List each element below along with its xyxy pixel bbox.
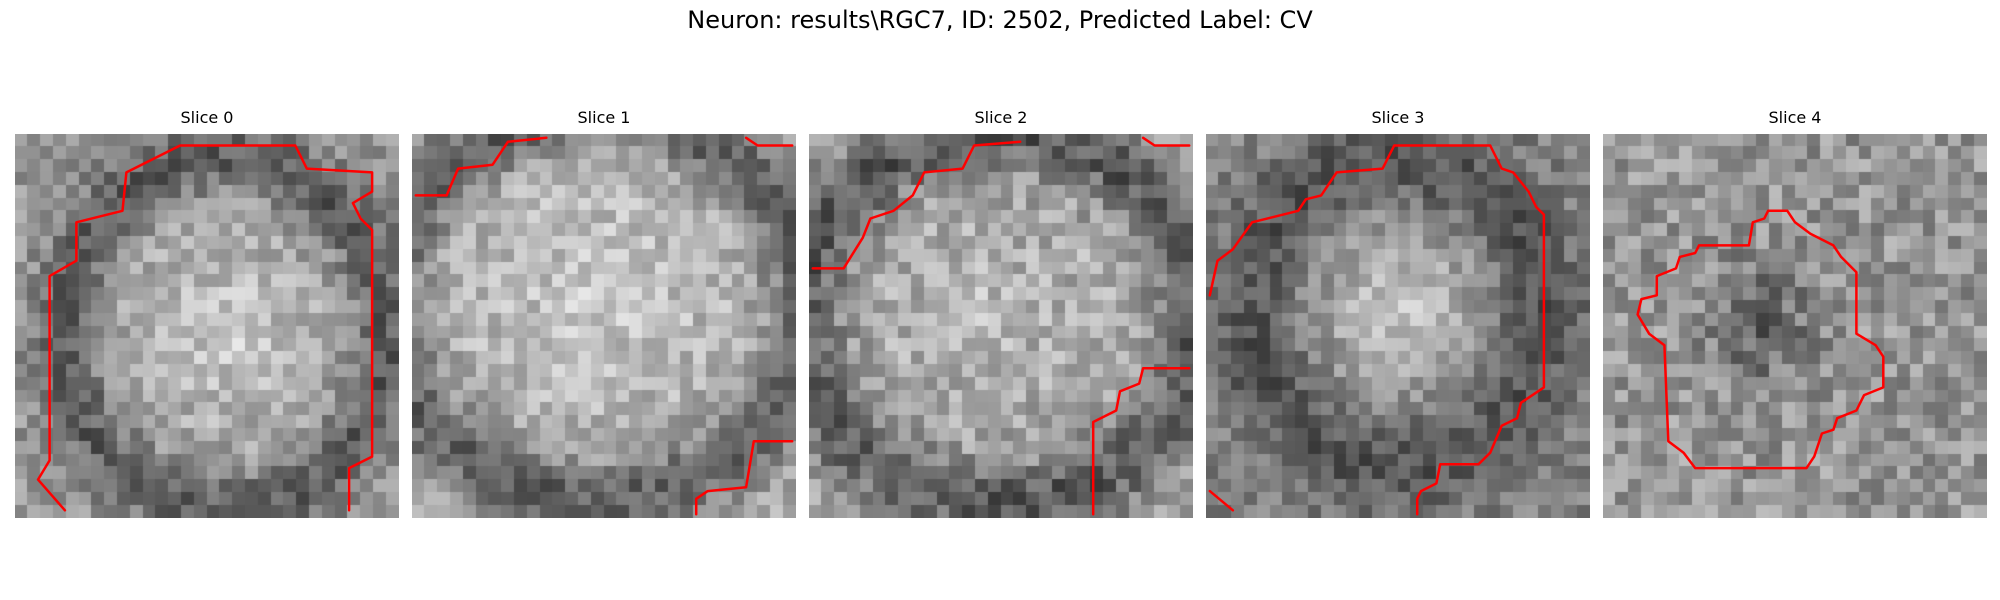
contour-line [414, 136, 548, 197]
panel-title: Slice 2 [974, 108, 1028, 127]
contour-overlay [1636, 209, 1885, 470]
slice-image [1206, 134, 1590, 518]
contour-overlay [414, 136, 794, 516]
panel-title: Slice 4 [1768, 108, 1822, 127]
contour-overlay [811, 136, 1191, 516]
contour-line [1141, 136, 1191, 147]
slice-image [412, 134, 796, 518]
contour-line [1091, 366, 1191, 516]
contour-line [744, 136, 794, 147]
panel-title: Slice 0 [180, 108, 234, 127]
contour-line [1208, 489, 1235, 512]
panel-title: Slice 3 [1371, 108, 1425, 127]
contour-line [811, 140, 1022, 270]
contour-overlay [36, 144, 374, 512]
contour-overlay [1208, 144, 1546, 516]
contour-line [694, 439, 794, 516]
slice-image [809, 134, 1193, 518]
slice-image [15, 134, 399, 518]
figure-title: Neuron: results\RGC7, ID: 2502, Predicte… [687, 6, 1313, 34]
panel-title: Slice 1 [577, 108, 631, 127]
contour-line [36, 144, 374, 512]
contour-line [1636, 209, 1885, 470]
contour-line [1208, 144, 1546, 516]
slice-image [1603, 134, 1987, 518]
